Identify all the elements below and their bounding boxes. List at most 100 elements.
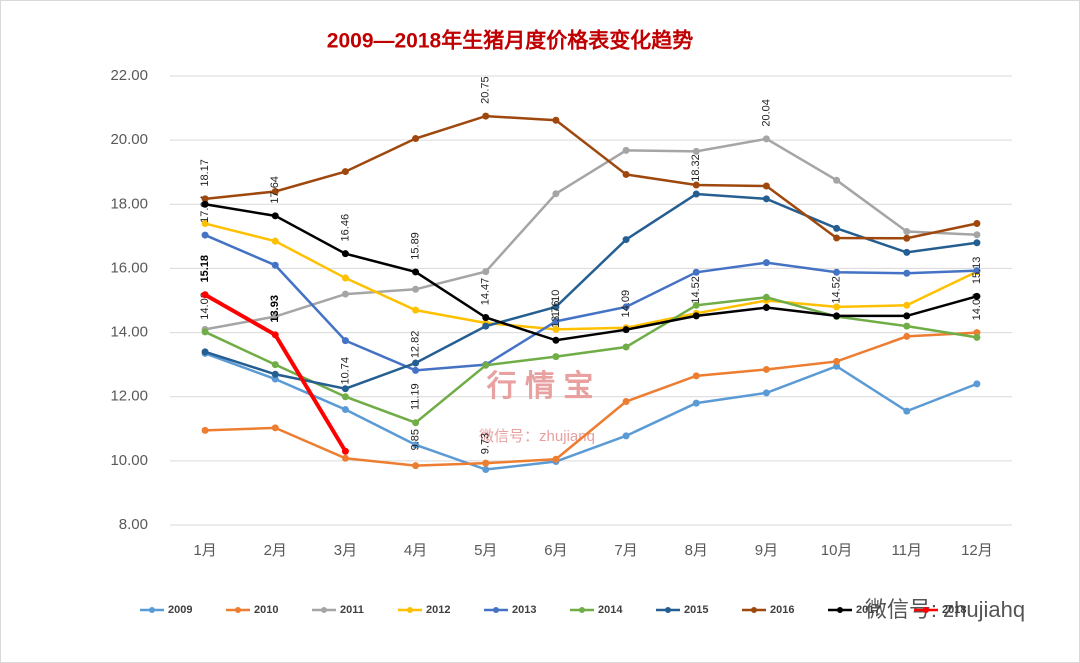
data-point (762, 182, 770, 190)
data-point (903, 269, 911, 277)
data-point (412, 306, 420, 314)
x-tick-label: 4月 (404, 542, 427, 559)
data-point (552, 190, 560, 198)
legend-label: 2018 (942, 604, 966, 616)
data-label: 14.52 (690, 276, 702, 304)
data-point (833, 224, 841, 232)
data-point (692, 268, 700, 276)
x-tick-label: 7月 (614, 542, 637, 559)
data-point (973, 267, 981, 275)
data-point (201, 220, 209, 228)
chart-title: 2009—2018年生猪月度价格表变化趋势 (327, 29, 693, 53)
data-point (622, 170, 630, 178)
y-tick-label: 20.00 (110, 131, 148, 148)
series-line (204, 137, 977, 331)
data-point (201, 328, 209, 336)
legend-label: 2011 (340, 604, 364, 616)
data-point (341, 290, 349, 298)
data-point (201, 291, 209, 299)
data-point (341, 337, 349, 345)
watermark: 行 情 宝 (486, 369, 594, 403)
data-point (412, 419, 420, 427)
legend-label: 2013 (512, 604, 536, 616)
legend-marker (837, 607, 843, 613)
data-point (552, 353, 560, 361)
data-label: 10.74 (339, 357, 351, 385)
series-line (204, 233, 977, 372)
data-point (833, 312, 841, 320)
data-point (552, 116, 560, 124)
legend-label: 2014 (598, 604, 623, 616)
data-point (622, 326, 630, 334)
data-point (692, 372, 700, 380)
data-point (341, 406, 349, 414)
data-point (903, 234, 911, 242)
series-line (204, 222, 978, 331)
y-tick-label: 12.00 (110, 388, 148, 405)
data-point (833, 176, 841, 184)
x-tick-label: 2月 (264, 542, 287, 559)
data-point (903, 322, 911, 330)
data-point (973, 333, 981, 341)
data-point (482, 322, 490, 330)
legend-label: 2012 (426, 604, 450, 616)
x-tick-label: 11月 (891, 542, 922, 559)
data-point (833, 234, 841, 242)
series-line (204, 296, 978, 425)
data-point (341, 447, 349, 455)
series-line (205, 331, 977, 467)
data-label: 17.04 (199, 195, 211, 223)
data-label: 11.19 (409, 383, 421, 410)
data-point (762, 195, 770, 203)
data-point (973, 292, 981, 300)
data-point (762, 389, 770, 397)
data-point (482, 361, 490, 369)
x-tick-label: 1月 (193, 542, 216, 559)
data-point (552, 317, 560, 325)
data-point (201, 426, 209, 434)
data-label: 14.47 (480, 278, 492, 306)
data-label: 9.85 (409, 429, 421, 450)
data-point (271, 370, 279, 378)
data-point (973, 220, 981, 228)
series-line (204, 192, 978, 390)
data-point (622, 398, 630, 406)
legend-label: 2016 (770, 604, 794, 616)
data-point (622, 146, 630, 154)
legend-label: 2015 (684, 604, 708, 616)
data-point (271, 424, 279, 432)
data-point (341, 454, 349, 462)
data-point (271, 261, 279, 269)
data-point (552, 336, 560, 344)
x-tick-label: 8月 (685, 542, 708, 559)
data-label: 14.00 (971, 293, 983, 321)
data-point (201, 348, 209, 356)
data-point (903, 228, 911, 236)
data-point (341, 393, 349, 401)
data-point (482, 466, 490, 474)
legend-marker (923, 607, 929, 613)
watermark: 微信号: zhujiahq (865, 597, 1025, 622)
data-point (552, 325, 560, 333)
data-point (412, 285, 420, 293)
data-point (762, 259, 770, 267)
data-point (973, 231, 981, 239)
data-point (833, 303, 841, 311)
data-point (482, 268, 490, 276)
data-point (973, 329, 981, 337)
data-point (201, 231, 209, 239)
legend-marker (321, 607, 327, 613)
data-point (341, 274, 349, 282)
data-point (271, 187, 279, 195)
data-point (692, 301, 700, 309)
y-tick-label: 8.00 (119, 516, 148, 533)
legend-label: 2010 (254, 604, 278, 616)
data-label: 15.13 (971, 257, 983, 285)
x-tick-label: 10月 (821, 542, 853, 559)
data-label: 9.73 (480, 433, 492, 454)
data-label: 15.18 (199, 255, 211, 283)
data-point (833, 357, 841, 365)
x-tick-label: 5月 (474, 542, 497, 559)
data-point (903, 301, 911, 309)
